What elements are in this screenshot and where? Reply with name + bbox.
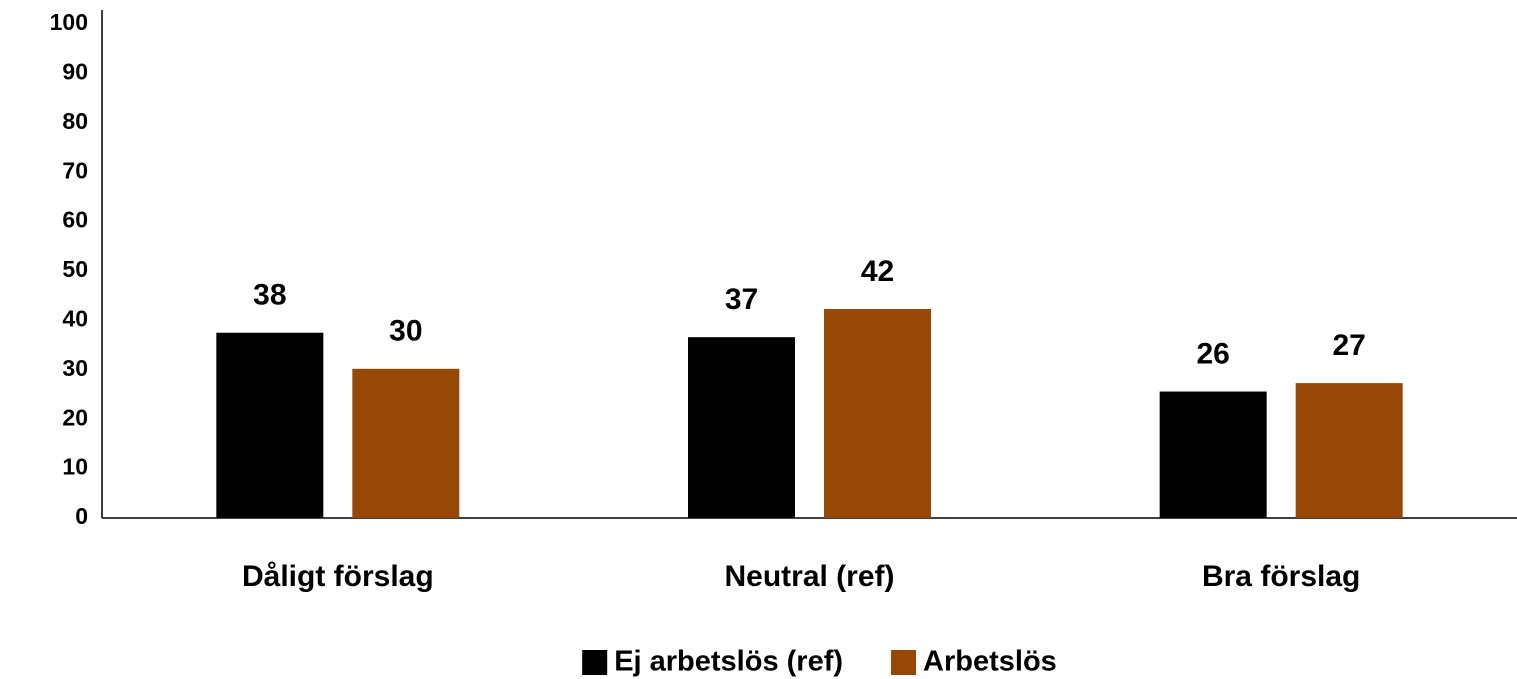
y-tick-label: 90 [62,58,88,84]
y-tick-label: 50 [62,256,88,282]
bar [824,309,931,518]
y-tick-label: 60 [62,207,88,233]
y-tick-label: 40 [62,305,88,331]
x-tick-label: Dåligt förslag [242,560,434,593]
legend-label: Arbetslös [923,646,1057,678]
y-tick-label: 10 [62,454,88,480]
y-tick-label: 80 [62,108,88,134]
data-label: 42 [861,255,894,288]
x-tick-label: Neutral (ref) [724,560,894,593]
data-label: 38 [253,279,286,312]
y-tick-label: 0 [75,503,88,529]
y-tick-label: 100 [50,9,88,35]
y-tick-label: 30 [62,355,88,381]
legend-swatch [891,650,917,675]
bar [1159,391,1267,518]
bar [352,368,460,518]
y-tick-label: 70 [62,157,88,183]
legend-swatch [582,650,608,675]
data-label: 27 [1332,329,1365,362]
y-tick-label: 20 [62,404,88,430]
data-label: 37 [725,283,758,316]
data-label: 30 [389,315,422,348]
legend-label: Ej arbetslös (ref) [614,646,843,678]
x-tick-label: Bra förslag [1202,560,1360,593]
bar [216,332,324,518]
bar [1295,383,1403,518]
bar [688,337,795,518]
data-label: 26 [1196,337,1229,370]
